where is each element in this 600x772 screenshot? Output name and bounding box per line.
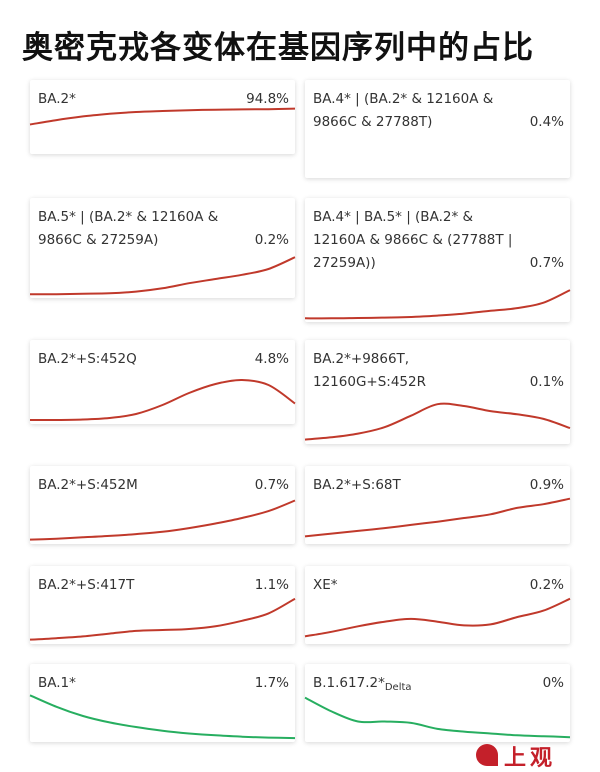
trend-line xyxy=(304,696,571,739)
trend-line xyxy=(29,694,296,740)
variant-percent: 94.8% xyxy=(246,91,289,107)
variant-name: BA.4* | (BA.2* & 12160A & 9866C & 27788T) xyxy=(313,88,493,134)
variant-name-line: 12160G+S:452R xyxy=(313,374,426,390)
variant-name-subscript: Delta xyxy=(384,682,412,693)
trend-line xyxy=(304,402,571,441)
variant-card: BA.2*+S:452Q 4.8% xyxy=(29,340,296,424)
variant-name-line: 9866C & 27788T) xyxy=(313,114,433,130)
variant-name-line: BA.4* | BA.5* | (BA.2* & xyxy=(313,209,474,225)
variant-name-line: BA.2*+S:452M xyxy=(38,477,138,493)
trend-line xyxy=(29,107,296,126)
variant-name: BA.2* xyxy=(38,88,76,111)
variant-name-line: 27259A)) xyxy=(313,255,376,271)
variant-name-line: BA.2* xyxy=(38,91,76,107)
variant-card: BA.2*+S:68T 0.9% xyxy=(304,466,571,544)
trend-sparkline xyxy=(30,256,296,296)
variant-name: BA.2*+S:452Q xyxy=(38,348,137,371)
logo-icon xyxy=(476,744,498,766)
variant-name-line: BA.2*+S:417T xyxy=(38,577,135,593)
variant-name: BA.2*+S:452M xyxy=(38,474,138,497)
variant-percent: 1.1% xyxy=(254,577,289,593)
trend-line xyxy=(29,597,296,641)
trend-sparkline xyxy=(29,107,296,126)
variant-name: BA.5* | (BA.2* & 12160A & 9866C & 27259A) xyxy=(38,206,218,252)
trend-line xyxy=(29,499,296,541)
variant-card: BA.4* | (BA.2* & 12160A & 9866C & 27788T)… xyxy=(305,80,571,178)
variant-name-line: 9866C & 27259A) xyxy=(38,232,159,248)
variant-name: BA.2*+9866T, 12160G+S:452R xyxy=(313,348,426,394)
trend-sparkline xyxy=(304,497,571,538)
trend-sparkline xyxy=(304,696,571,739)
variant-name-line: BA.2*+S:68T xyxy=(313,477,401,493)
variant-percent: 0% xyxy=(542,675,564,691)
variant-name: BA.1* xyxy=(38,672,76,695)
variant-card: XE* 0.2% xyxy=(304,566,571,644)
variant-percent: 4.8% xyxy=(254,351,289,367)
variant-name-line: BA.1* xyxy=(38,675,76,691)
variant-percent: 0.7% xyxy=(254,477,289,493)
trend-line xyxy=(30,256,296,296)
footer-brand: 上观 xyxy=(504,746,557,771)
trend-line xyxy=(304,497,571,538)
trend-sparkline xyxy=(29,694,296,740)
variant-name-line: B.1.617.2*Delta xyxy=(313,675,412,693)
variant-name-line: BA.2*+S:452Q xyxy=(38,351,137,367)
trend-sparkline xyxy=(304,597,571,638)
variant-name-line: BA.4* | (BA.2* & 12160A & xyxy=(313,91,494,107)
variant-card: BA.2* 94.8% xyxy=(29,80,296,154)
variant-percent: 0.2% xyxy=(529,577,564,593)
variant-percent: 1.7% xyxy=(254,675,289,691)
variant-card: BA.1* 1.7% xyxy=(29,664,296,742)
variant-card: BA.2*+S:417T 1.1% xyxy=(29,566,296,644)
trend-line xyxy=(305,134,571,152)
variant-card: BA.5* | (BA.2* & 12160A & 9866C & 27259A)… xyxy=(30,198,296,298)
trend-sparkline xyxy=(29,597,296,641)
variant-name: BA.2*+S:68T xyxy=(313,474,401,497)
variant-card: BA.2*+9866T, 12160G+S:452R 0.1% xyxy=(304,340,571,444)
variant-name: XE* xyxy=(313,574,338,597)
variant-percent: 0.9% xyxy=(529,477,564,493)
trend-line xyxy=(304,597,571,638)
variant-percent: 0.1% xyxy=(529,374,564,390)
trend-line xyxy=(304,289,571,320)
variant-name-line: BA.5* | (BA.2* & 12160A & xyxy=(38,209,219,225)
trend-line xyxy=(29,378,296,422)
variant-percent: 0.7% xyxy=(529,255,564,271)
variant-card: B.1.617.2*Delta 0% xyxy=(304,664,571,742)
variant-percent: 0.2% xyxy=(254,232,289,248)
variant-name-line: XE* xyxy=(313,577,338,593)
variant-name: BA.4* | BA.5* | (BA.2* & 12160A & 9866C &… xyxy=(313,206,512,275)
page-title: 奥密克戎各变体在基因序列中的占比 xyxy=(22,30,534,66)
variant-percent: 0.4% xyxy=(529,114,564,130)
trend-sparkline xyxy=(304,402,571,441)
variant-name: BA.2*+S:417T xyxy=(38,574,134,597)
trend-sparkline xyxy=(29,378,296,422)
trend-sparkline xyxy=(29,499,296,541)
variant-card: BA.4* | BA.5* | (BA.2* & 12160A & 9866C &… xyxy=(304,198,571,322)
variant-name: B.1.617.2*Delta xyxy=(313,672,412,699)
variant-name-line: BA.2*+9866T, xyxy=(313,351,410,367)
variant-name-line: 12160A & 9866C & (27788T | xyxy=(313,232,513,248)
variant-card: BA.2*+S:452M 0.7% xyxy=(29,466,296,544)
trend-sparkline xyxy=(304,289,571,320)
